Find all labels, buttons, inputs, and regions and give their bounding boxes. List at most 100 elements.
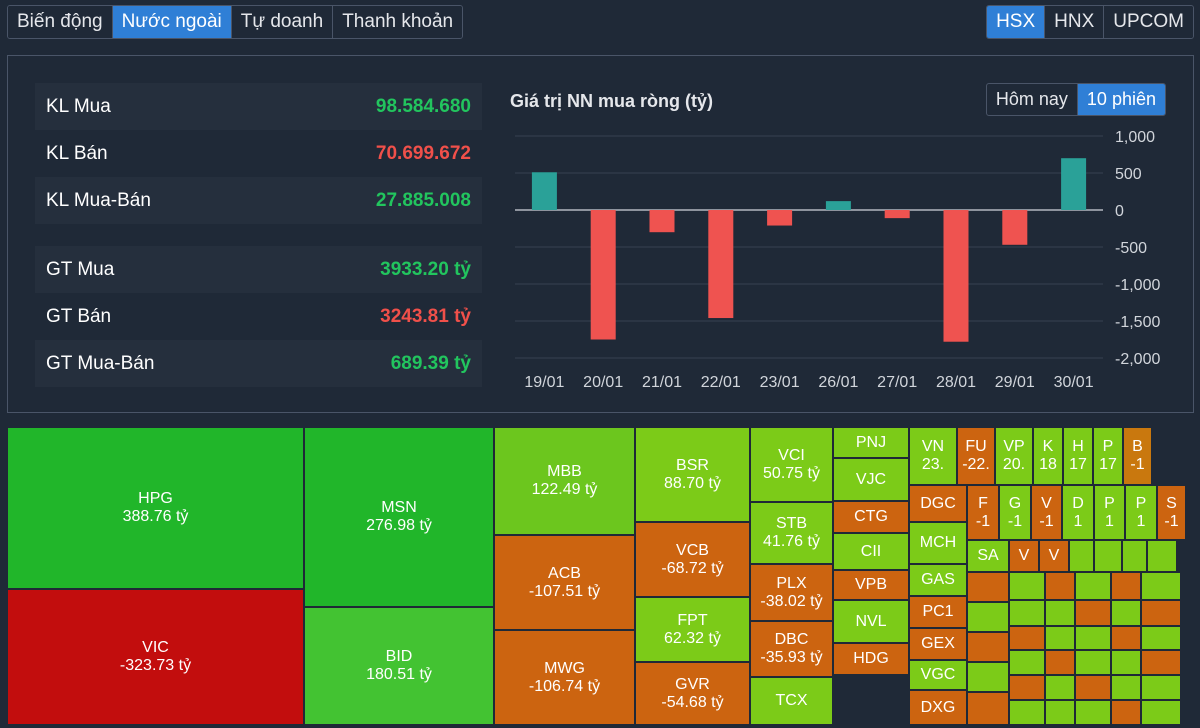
treemap-tile[interactable]: VP 20. [995,427,1033,485]
treemap-tile[interactable]: HPG 388.76 tỷ [7,427,304,589]
period-today-button[interactable]: Hôm nay [987,84,1078,115]
net-buy-bar-chart: 1,000 500 0 -500 -1,000 -1,500 -2,000 19/01 20/0… [515,129,1160,391]
treemap-tile-small[interactable] [1069,540,1094,572]
treemap-tile[interactable]: GAS [909,564,967,596]
treemap-tile-small[interactable] [1009,600,1045,626]
treemap-tile-small[interactable] [1009,626,1045,650]
treemap-tile[interactable]: GVR -54.68 tỷ [635,662,750,725]
treemap-tile-small[interactable] [1009,675,1045,700]
treemap-tile[interactable]: MSN 276.98 tỷ [304,427,494,607]
treemap-tile-small[interactable] [967,632,1009,662]
treemap-tile[interactable]: BSR 88.70 tỷ [635,427,750,522]
treemap-tile-small[interactable] [1111,650,1141,675]
tab-upcom[interactable]: UPCOM [1104,6,1193,38]
treemap-tile[interactable]: HDG [833,643,909,675]
treemap-tile[interactable]: TCX [750,677,833,725]
treemap-tile-small[interactable] [1094,540,1122,572]
treemap-tile-small[interactable] [1111,600,1141,626]
treemap-tile[interactable]: SA [967,540,1009,572]
treemap-tile[interactable]: DGC [909,485,967,522]
treemap-tile-small[interactable] [1075,700,1111,725]
treemap-tile-small[interactable] [967,662,1009,692]
treemap-tile[interactable]: VN 23. [909,427,957,485]
tab-tu-doanh[interactable]: Tự doanh [231,6,334,38]
treemap-tile[interactable]: NVL [833,600,909,643]
treemap-tile-small[interactable] [1141,650,1181,675]
treemap-tile-small[interactable] [1111,700,1141,725]
treemap-tile-small[interactable] [1075,600,1111,626]
foreign-summary-panel: KL Mua 98.584.680 KL Bán 70.699.672 KL M… [7,55,1194,413]
treemap-tile[interactable]: V -1 [1031,485,1062,540]
bar [825,201,851,210]
treemap-tile[interactable]: MWG -106.74 tỷ [494,630,635,725]
treemap-tile-small[interactable] [1147,540,1177,572]
tab-hnx[interactable]: HNX [1045,6,1105,38]
treemap-tile-small[interactable] [1075,626,1111,650]
treemap-tile-small[interactable] [1141,572,1181,600]
treemap-tile[interactable]: CTG [833,501,909,533]
treemap-tile-small[interactable] [1009,572,1045,600]
treemap-tile[interactable]: STB 41.76 tỷ [750,502,833,564]
treemap-tile[interactable]: FPT 62.32 tỷ [635,597,750,662]
treemap-tile[interactable]: P 17 [1093,427,1123,485]
period-10-sessions-button[interactable]: 10 phiên [1077,84,1165,115]
treemap-tile-small[interactable] [1045,572,1075,600]
treemap-tile[interactable]: ACB -107.51 tỷ [494,535,635,630]
treemap-tile[interactable]: VGC [909,660,967,690]
treemap-tile-small[interactable] [1141,675,1181,700]
treemap-tile-small[interactable] [1122,540,1147,572]
treemap-tile-small[interactable] [1111,626,1141,650]
treemap-tile-small[interactable] [1045,650,1075,675]
treemap-tile[interactable]: DXG [909,690,967,725]
treemap-tile-small[interactable] [967,572,1009,602]
treemap-tile[interactable]: PLX -38.02 tỷ [750,564,833,621]
treemap-tile[interactable]: VCB -68.72 tỷ [635,522,750,597]
tab-nuoc-ngoai[interactable]: Nước ngoài [112,6,232,38]
treemap-tile[interactable]: FU -22. [957,427,995,485]
treemap-tile[interactable]: H 17 [1063,427,1093,485]
treemap-tile[interactable]: BID 180.51 tỷ [304,607,494,725]
treemap-tile-small[interactable] [967,692,1009,725]
treemap-tile-small[interactable] [1009,650,1045,675]
treemap-tile[interactable]: S -1 [1157,485,1186,540]
treemap-tile-small[interactable] [967,602,1009,632]
tab-bien-dong[interactable]: Biến động [8,6,113,38]
treemap-tile[interactable]: MCH [909,522,967,564]
treemap-tile-small[interactable] [1075,650,1111,675]
treemap-tile-small[interactable] [1075,675,1111,700]
treemap-tile-small[interactable] [1075,572,1111,600]
treemap-tile-small[interactable] [1141,700,1181,725]
tile-ticker: P [1102,438,1114,456]
treemap-tile-small[interactable] [1045,700,1075,725]
treemap-tile[interactable]: MBB 122.49 tỷ [494,427,635,535]
treemap-tile-small[interactable] [1111,572,1141,600]
tab-hsx[interactable]: HSX [987,6,1046,38]
treemap-tile[interactable]: VPB [833,570,909,600]
treemap-tile-small[interactable] [1009,700,1045,725]
treemap-tile[interactable]: CII [833,533,909,570]
treemap-tile[interactable]: F -1 [967,485,999,540]
treemap-tile-small[interactable] [1141,626,1181,650]
treemap-tile[interactable]: PNJ [833,427,909,458]
treemap-tile[interactable]: G -1 [999,485,1031,540]
treemap-tile[interactable]: VCI 50.75 tỷ [750,427,833,502]
treemap-tile[interactable]: V [1009,540,1039,572]
treemap-tile[interactable]: B -1 [1123,427,1152,485]
tile-ticker: VGC [920,666,956,684]
treemap-tile-small[interactable] [1111,675,1141,700]
treemap-tile-small[interactable] [1045,626,1075,650]
treemap-tile-small[interactable] [1045,600,1075,626]
treemap-tile[interactable]: V [1039,540,1069,572]
treemap-tile[interactable]: K 18 [1033,427,1063,485]
treemap-tile-small[interactable] [1141,600,1181,626]
tab-thanh-khoan[interactable]: Thanh khoản [333,6,463,38]
treemap-tile[interactable]: GEX [909,628,967,660]
treemap-tile[interactable]: VIC -323.73 tỷ [7,589,304,725]
treemap-tile[interactable]: DBC -35.93 tỷ [750,621,833,677]
treemap-tile-small[interactable] [1045,675,1075,700]
treemap-tile[interactable]: VJC [833,458,909,501]
treemap-tile[interactable]: PC1 [909,596,967,628]
